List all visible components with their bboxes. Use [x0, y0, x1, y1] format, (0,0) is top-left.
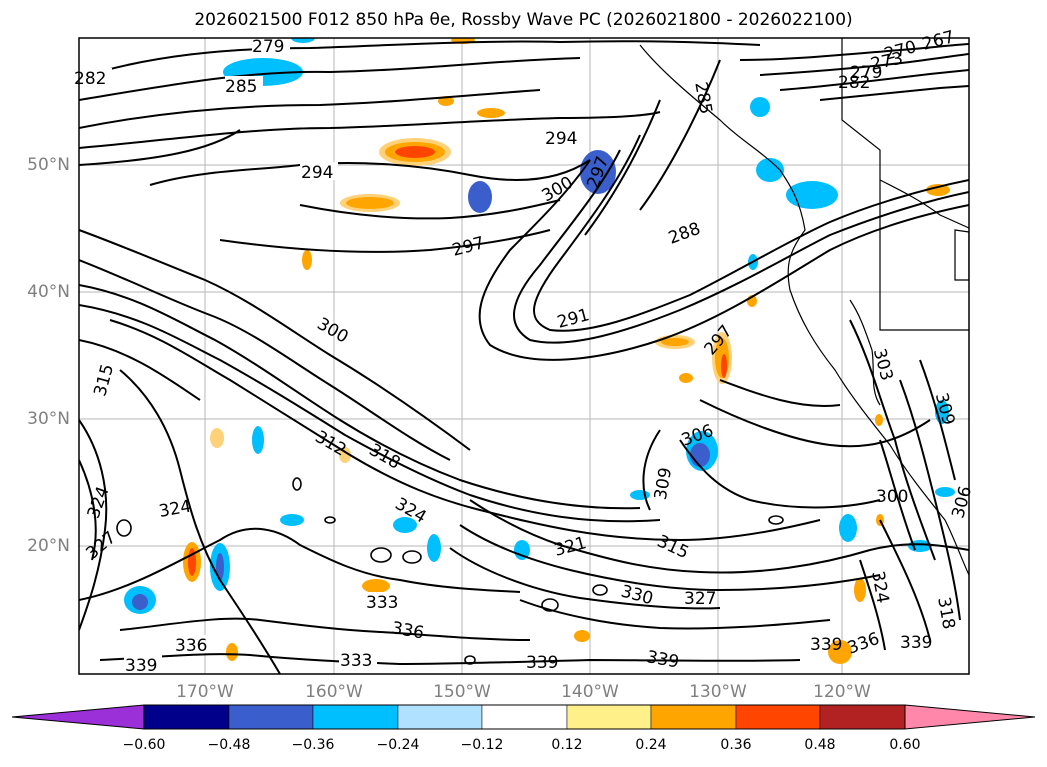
colorbar-tick: −0.60 — [122, 737, 166, 753]
map-title: 2026021500 F012 850 hPa θe, Rossby Wave … — [194, 10, 853, 30]
colorbar-tick: 0.24 — [635, 737, 667, 753]
contour-label: 300 — [876, 487, 908, 507]
colorbar-tick: 0.36 — [720, 737, 752, 753]
contour-label: 339 — [810, 635, 842, 655]
contour-label: 279 — [850, 63, 882, 83]
contour-label: 294 — [301, 163, 333, 183]
colorbar-tick: 0.60 — [889, 737, 921, 753]
colorbar-tick: −0.24 — [376, 737, 420, 753]
contour-label: 339 — [526, 653, 558, 673]
contour-label: 336 — [175, 636, 207, 656]
lon-label-120w: 120°W — [813, 682, 871, 702]
contour-label: 333 — [340, 651, 372, 671]
lon-label-160w: 160°W — [305, 682, 363, 702]
contour-label: 327 — [684, 589, 716, 609]
contour-label: 333 — [366, 593, 398, 613]
anomaly-fills — [124, 38, 955, 664]
contour-label: 282 — [74, 69, 106, 89]
lat-label-20n: 20°N — [27, 536, 70, 556]
contour-label: 339 — [900, 633, 932, 653]
contour-label: 285 — [225, 77, 257, 97]
colorbar — [11, 704, 1036, 730]
contour-label: 339 — [125, 656, 157, 676]
gridlines — [79, 38, 969, 674]
lat-label-30n: 30°N — [27, 409, 70, 429]
lon-label-170w: 170°W — [176, 682, 234, 702]
coastlines — [639, 38, 969, 576]
colorbar-tick: −0.48 — [207, 737, 251, 753]
colorbar-tick: −0.36 — [291, 737, 335, 753]
closed-contours — [116, 477, 784, 665]
lat-label-40n: 40°N — [27, 282, 70, 302]
lat-label-50n: 50°N — [27, 155, 70, 175]
map-frame — [78, 37, 970, 675]
contour-label: 282 — [838, 73, 870, 93]
colorbar-tick: −0.12 — [460, 737, 504, 753]
lon-label-140w: 140°W — [561, 682, 619, 702]
lon-label-150w: 150°W — [433, 682, 491, 702]
colorbar-tick: 0.48 — [804, 737, 836, 753]
lon-label-130w: 130°W — [689, 682, 747, 702]
colorbar-tick: 0.12 — [551, 737, 583, 753]
theta-e-contours — [79, 40, 969, 674]
contour-label: 279 — [252, 37, 284, 57]
contour-label: 294 — [545, 129, 577, 149]
